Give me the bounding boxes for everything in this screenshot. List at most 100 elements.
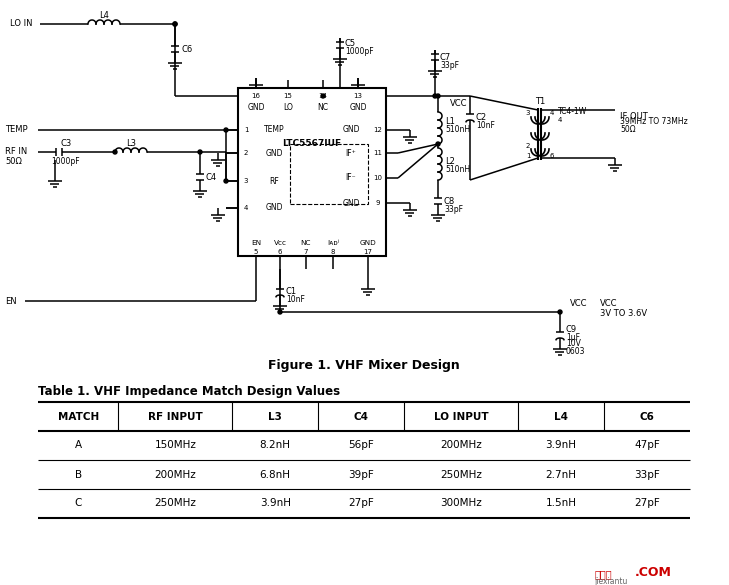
Text: 17: 17: [364, 249, 373, 255]
Text: C5: C5: [345, 40, 356, 49]
Text: 300MHz: 300MHz: [440, 498, 482, 508]
Circle shape: [173, 22, 177, 26]
Text: GND: GND: [247, 104, 265, 112]
Text: 10V: 10V: [566, 339, 581, 349]
Circle shape: [224, 179, 228, 183]
Text: C6: C6: [639, 411, 655, 422]
Text: 5: 5: [254, 249, 258, 255]
Circle shape: [113, 150, 117, 154]
Text: 接线图: 接线图: [595, 569, 612, 579]
Text: .COM: .COM: [635, 566, 672, 579]
Text: GND: GND: [349, 104, 367, 112]
Text: NC: NC: [301, 240, 311, 246]
Text: C4: C4: [354, 411, 369, 422]
Text: 33pF: 33pF: [440, 60, 459, 70]
Text: 50Ω: 50Ω: [5, 157, 22, 167]
Circle shape: [433, 94, 437, 98]
Text: TEMP: TEMP: [5, 126, 28, 135]
Text: 10nF: 10nF: [286, 295, 305, 305]
Text: 4: 4: [558, 117, 562, 123]
Text: 50Ω: 50Ω: [620, 126, 636, 135]
Text: 2: 2: [526, 143, 530, 149]
Text: TC4-1W: TC4-1W: [558, 108, 588, 116]
Text: VCC: VCC: [570, 300, 588, 308]
Text: LO IN: LO IN: [10, 19, 33, 29]
Text: C: C: [74, 498, 82, 508]
Text: 150MHz: 150MHz: [155, 441, 196, 450]
Text: 1000pF: 1000pF: [52, 157, 80, 166]
Text: 39MHz TO 73MHz: 39MHz TO 73MHz: [620, 116, 687, 126]
Text: L3: L3: [268, 411, 282, 422]
Text: 200MHz: 200MHz: [155, 470, 196, 480]
Text: LO INPUT: LO INPUT: [434, 411, 488, 422]
Text: 8: 8: [331, 249, 335, 255]
Text: 2: 2: [243, 150, 248, 156]
Text: IF OUT: IF OUT: [620, 112, 648, 121]
Text: VCC: VCC: [600, 300, 617, 308]
Circle shape: [173, 22, 177, 26]
Text: L4: L4: [554, 411, 568, 422]
Text: L2: L2: [445, 157, 455, 167]
Circle shape: [321, 94, 325, 98]
Text: 1.5nH: 1.5nH: [545, 498, 577, 508]
Text: NC: NC: [318, 104, 329, 112]
Bar: [238, 88, 386, 256]
Circle shape: [278, 310, 282, 314]
Text: RF IN: RF IN: [5, 147, 27, 157]
Text: 3: 3: [526, 110, 530, 116]
Text: 3.9nH: 3.9nH: [260, 498, 291, 508]
Text: 510nH: 510nH: [445, 166, 470, 174]
Text: GND: GND: [342, 198, 359, 208]
Text: 39pF: 39pF: [348, 470, 374, 480]
Circle shape: [198, 150, 202, 154]
Text: 3V TO 3.6V: 3V TO 3.6V: [600, 309, 647, 318]
Text: IF⁻: IF⁻: [346, 174, 356, 183]
Text: 510nH: 510nH: [445, 126, 470, 135]
Text: VCC: VCC: [450, 99, 467, 108]
Text: Figure 1. VHF Mixer Design: Figure 1. VHF Mixer Design: [268, 360, 460, 373]
Text: C6: C6: [182, 44, 193, 53]
Text: IF⁺: IF⁺: [346, 149, 356, 157]
Text: GND: GND: [359, 240, 376, 246]
Text: GND: GND: [265, 204, 283, 212]
Text: C1: C1: [286, 287, 297, 297]
Text: EN: EN: [251, 240, 261, 246]
Text: LO: LO: [283, 104, 293, 112]
Text: jiexiantu: jiexiantu: [594, 577, 628, 585]
Text: 1000pF: 1000pF: [345, 47, 374, 57]
Text: L1: L1: [445, 118, 455, 126]
Text: EN: EN: [5, 297, 17, 305]
Text: C3: C3: [61, 139, 71, 147]
Text: 27pF: 27pF: [634, 498, 660, 508]
Text: 9: 9: [375, 200, 381, 206]
Text: 200MHz: 200MHz: [440, 441, 482, 450]
Text: 1: 1: [243, 127, 249, 133]
Text: 0603: 0603: [566, 346, 585, 356]
Circle shape: [436, 142, 440, 146]
Text: GND: GND: [342, 126, 359, 135]
Text: 3: 3: [243, 178, 249, 184]
Text: 4: 4: [550, 110, 554, 116]
Text: 14: 14: [319, 93, 327, 99]
Text: 7: 7: [304, 249, 308, 255]
Text: 27pF: 27pF: [348, 498, 374, 508]
Text: C4: C4: [206, 173, 217, 181]
Circle shape: [224, 128, 228, 132]
Text: 4: 4: [243, 205, 248, 211]
Text: 6.8nH: 6.8nH: [260, 470, 291, 480]
Text: 8.2nH: 8.2nH: [260, 441, 291, 450]
Text: 1μF: 1μF: [566, 332, 580, 342]
Text: 16: 16: [252, 93, 260, 99]
Text: RF: RF: [269, 177, 279, 185]
Circle shape: [436, 94, 440, 98]
Text: Table 1. VHF Impedance Match Design Values: Table 1. VHF Impedance Match Design Valu…: [38, 385, 340, 398]
Text: 10: 10: [373, 175, 383, 181]
Text: 2.7nH: 2.7nH: [545, 470, 577, 480]
Bar: [290, 144, 368, 204]
Circle shape: [558, 310, 562, 314]
Text: 250MHz: 250MHz: [155, 498, 196, 508]
Text: 47pF: 47pF: [634, 441, 660, 450]
Text: 13: 13: [354, 93, 362, 99]
Text: C9: C9: [566, 325, 577, 333]
Text: RF INPUT: RF INPUT: [148, 411, 203, 422]
